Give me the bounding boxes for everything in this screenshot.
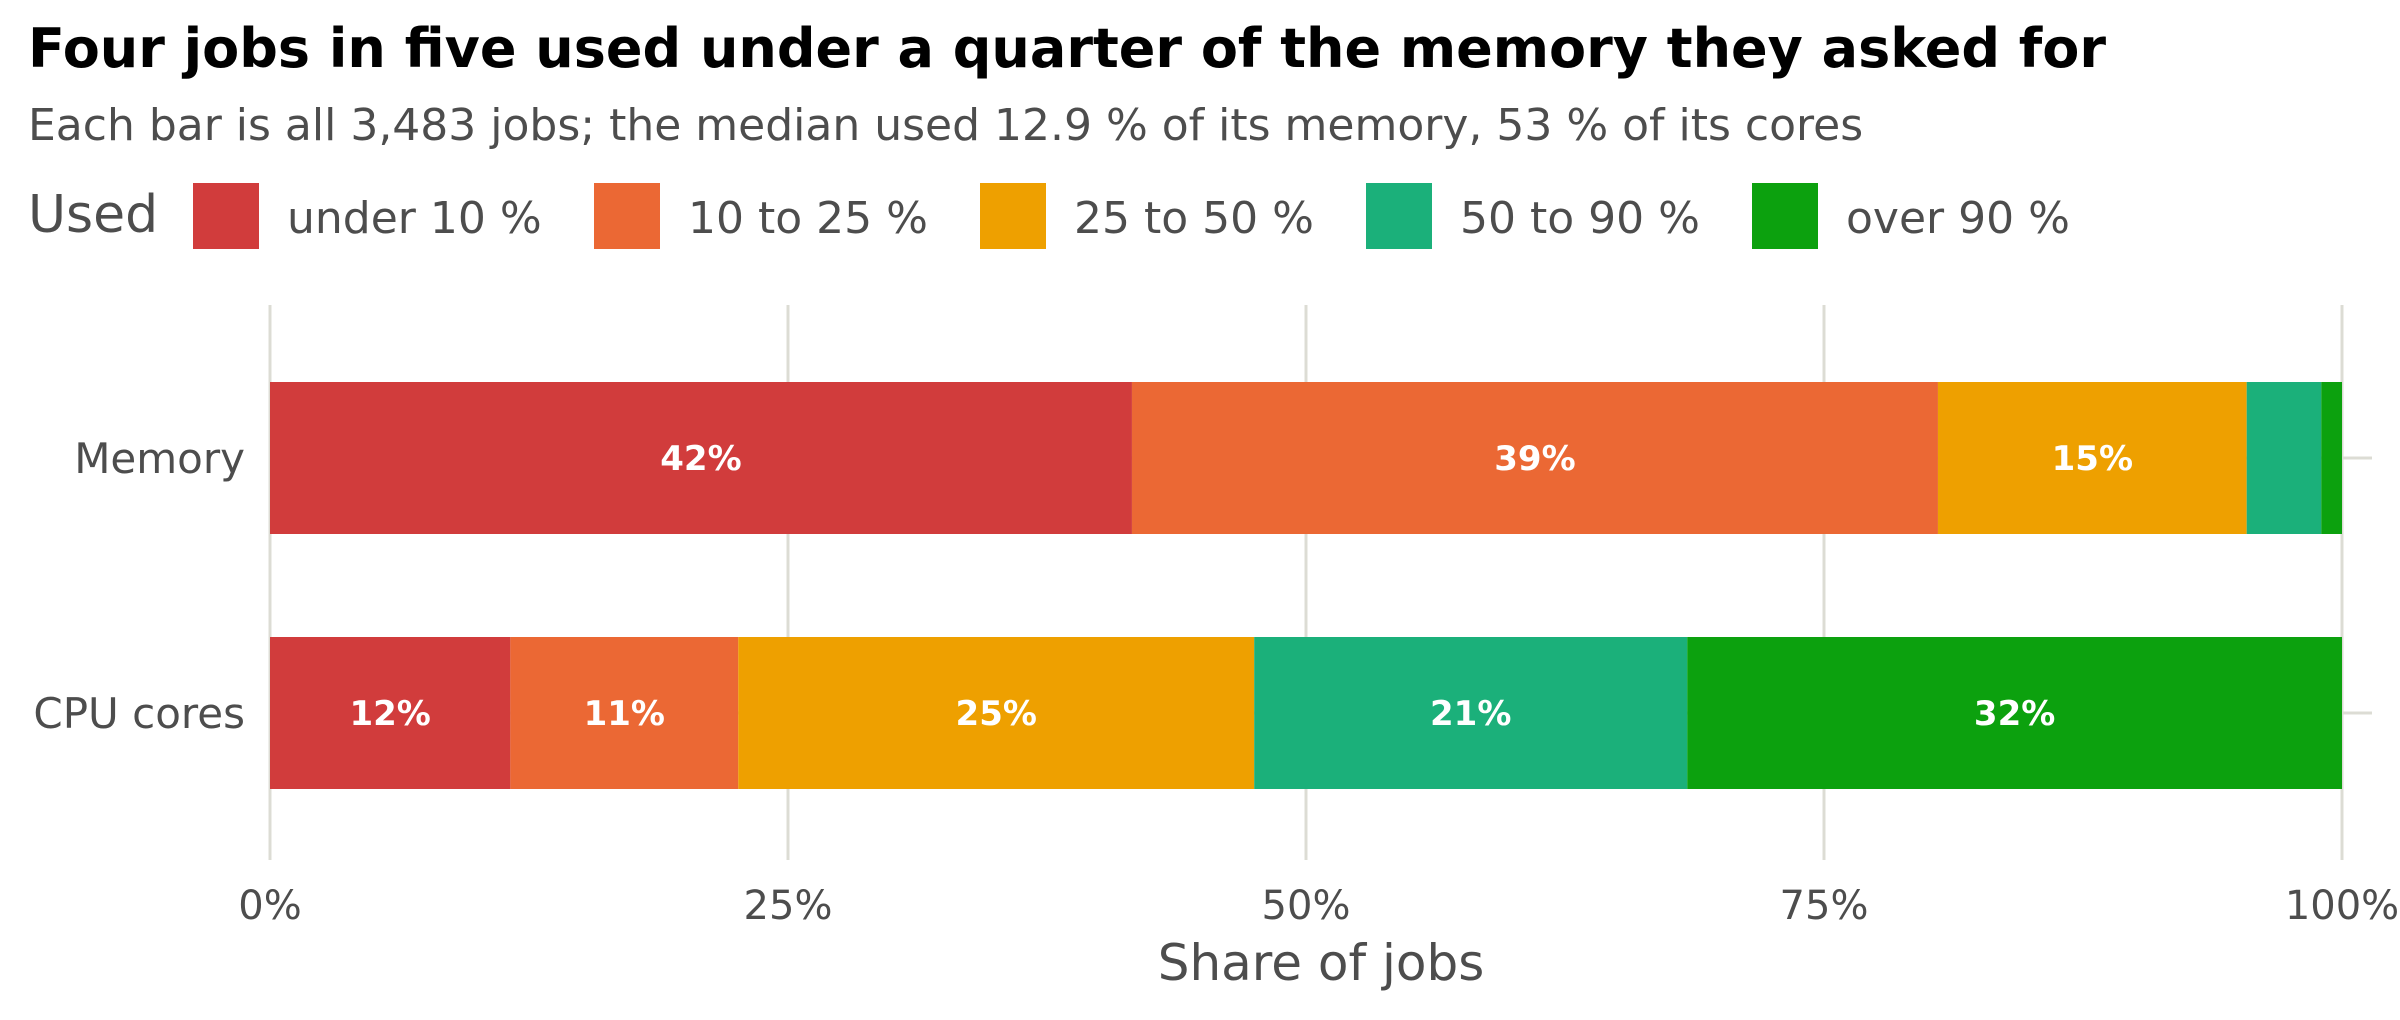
x-axis-title: Share of jobs [1158,934,1485,992]
data-label: 11% [584,694,665,734]
x-tick-label: 0% [238,883,301,929]
legend-swatch [594,183,660,249]
x-tick-label: 50% [1262,883,1351,929]
bars [270,382,2342,789]
chart-title: Four jobs in five used under a quarter o… [28,17,2106,80]
data-label: 32% [1974,694,2055,734]
category-label: Memory [74,434,245,483]
x-axis-ticks: 0% 25% 50% 75% 100% [238,883,2399,929]
bar-segment [1131,382,1938,534]
bar-segment [2321,382,2342,534]
bar-segment [738,637,1255,789]
bar-segment [1937,382,2247,534]
data-labels: 42% 39% 15% 12% 11% 25% 21% 32% [349,439,2133,734]
data-label: 21% [1430,694,1511,734]
legend-label: under 10 % [287,193,542,244]
legend-label: over 90 % [1846,193,2070,244]
bar-segment [2246,382,2322,534]
data-label: 39% [1494,439,1575,479]
data-label: 15% [2052,439,2133,479]
bar-segment [270,637,511,789]
legend-title: Used [28,185,158,245]
legend-swatch [980,183,1046,249]
x-tick-label: 100% [2285,883,2399,929]
chart-subtitle: Each bar is all 3,483 jobs; the median u… [28,100,1863,151]
legend: Used under 10 % 10 to 25 % 25 to 50 % 50 to… [28,183,2070,249]
legend-label: 50 to 90 % [1460,193,1700,244]
category-label: CPU cores [33,689,245,738]
category-labels: Memory CPU cores [33,434,245,738]
legend-swatch [1752,183,1818,249]
data-label: 12% [349,694,430,734]
bar-segment [1687,637,2342,789]
x-tick-label: 25% [744,883,833,929]
legend-swatch [1366,183,1432,249]
x-tick-label: 75% [1780,883,1869,929]
legend-label: 25 to 50 % [1074,193,1314,244]
bar-segment [1254,637,1688,789]
data-label: 25% [956,694,1037,734]
data-label: 42% [660,439,741,479]
bar-segment [270,382,1132,534]
bar-segment [510,637,739,789]
legend-swatch [193,183,259,249]
legend-label: 10 to 25 % [688,193,928,244]
